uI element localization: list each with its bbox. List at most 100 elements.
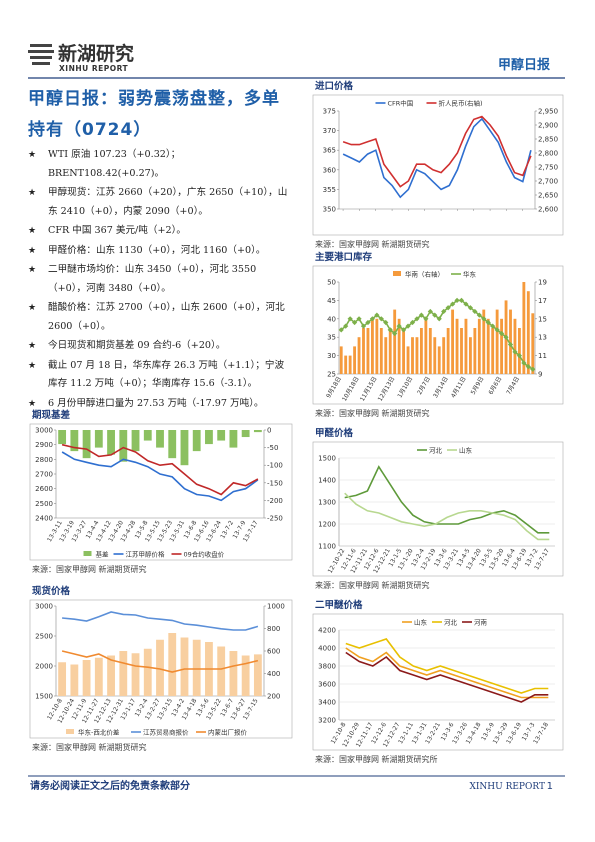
y-tick-label: 3200 xyxy=(318,717,336,725)
legend-swatch xyxy=(83,551,92,556)
point-marker xyxy=(436,316,442,322)
line-series xyxy=(61,443,259,496)
chart-frame xyxy=(312,613,564,751)
logo-cn: 新湖研究 xyxy=(58,42,134,65)
bar xyxy=(107,430,115,455)
bar xyxy=(455,318,459,374)
bar xyxy=(362,328,365,374)
bar xyxy=(517,328,521,374)
bar xyxy=(58,662,67,696)
line-series xyxy=(61,650,259,673)
bar xyxy=(253,430,262,433)
bar xyxy=(156,639,164,696)
point-marker xyxy=(423,316,429,322)
bar xyxy=(107,655,115,696)
page-number: 1 xyxy=(547,781,553,792)
bar xyxy=(131,430,140,452)
legend-label: 河北 xyxy=(429,447,443,455)
bar xyxy=(482,309,486,374)
y2-tick-label: 2,650 xyxy=(538,192,558,200)
point-marker xyxy=(387,327,393,333)
point-marker xyxy=(445,305,451,311)
y2-tick-label: -150 xyxy=(267,479,283,487)
y2-tick-label: 11 xyxy=(538,352,547,360)
line-series xyxy=(344,465,550,534)
y-tick-label: 1500 xyxy=(35,693,53,701)
bar xyxy=(168,633,177,696)
chart-frame xyxy=(312,265,564,405)
y-tick-label: 3600 xyxy=(318,681,336,689)
chart-source: 来源：国家甲醇网 新湖期货研究 xyxy=(315,239,430,249)
bullet: 甲醛价格：山东 1130（+0），河北 1160（+0）。 xyxy=(28,242,292,261)
legend-swatch xyxy=(66,729,74,734)
bar xyxy=(397,318,401,374)
y2-tick-label: 2,600 xyxy=(538,206,558,214)
point-marker xyxy=(467,305,474,311)
bar xyxy=(495,309,499,374)
bar xyxy=(229,430,238,448)
bullet: 6 月份甲醇进口量为 27.53 万吨（-17.97 万吨）。 xyxy=(28,395,292,414)
point-marker xyxy=(369,316,376,322)
logo-stripe xyxy=(28,50,54,53)
bar xyxy=(192,430,201,452)
point-marker xyxy=(485,319,491,326)
bar xyxy=(348,355,352,374)
point-marker xyxy=(525,364,531,370)
bar xyxy=(253,654,262,696)
bullet: 二甲醚市场均价：山东 3450（+0），河北 3550（+0），河南 3480（… xyxy=(28,261,292,298)
point-marker xyxy=(365,319,371,326)
point-marker xyxy=(414,316,420,322)
y2-tick-label: 0 xyxy=(267,427,271,435)
point-marker xyxy=(351,319,358,326)
point-marker xyxy=(396,323,402,329)
y2-tick-label: 13 xyxy=(538,334,547,342)
bar xyxy=(366,328,370,374)
bar xyxy=(388,328,392,374)
bar xyxy=(119,430,128,462)
bar xyxy=(192,639,201,696)
y2-tick-label: 600 xyxy=(267,648,280,656)
y-tick-label: 1200 xyxy=(318,521,336,529)
bar xyxy=(241,655,250,696)
bullet: CFR 中国 367 美元/吨（+2）。 xyxy=(28,222,292,241)
y2-tick-label: 2,800 xyxy=(538,150,558,158)
point-marker xyxy=(463,301,469,307)
bar xyxy=(442,337,446,374)
point-marker xyxy=(418,312,425,318)
legend-label: 山东 xyxy=(414,618,428,627)
point-marker xyxy=(356,316,362,322)
chart-source: 来源：国家甲醇网 新湖期货研究 xyxy=(315,408,430,418)
chart-frame xyxy=(312,94,564,236)
point-marker xyxy=(490,323,496,329)
y2-tick-label: -250 xyxy=(267,515,283,523)
bar xyxy=(424,318,428,374)
y2-tick-label: 2,900 xyxy=(538,122,558,130)
legend-label: 华南（右轴） xyxy=(405,270,444,279)
point-marker xyxy=(458,297,465,303)
bar xyxy=(339,346,343,374)
y2-tick-label: 1000 xyxy=(267,603,285,611)
line-series xyxy=(344,492,550,541)
chart-frame xyxy=(312,441,564,577)
bar xyxy=(119,651,128,696)
point-marker xyxy=(481,316,487,322)
report-name: 甲醇日报 xyxy=(498,57,551,73)
bar xyxy=(491,328,495,374)
bar xyxy=(433,337,437,374)
bar xyxy=(156,430,164,448)
bar xyxy=(131,653,140,696)
y2-tick-label: -100 xyxy=(267,462,283,470)
point-marker xyxy=(405,323,411,329)
bar xyxy=(477,318,481,374)
y-tick-label: 1400 xyxy=(318,477,336,485)
bar xyxy=(94,430,103,448)
point-marker xyxy=(494,327,500,333)
point-marker xyxy=(512,349,518,355)
y-tick-label: 2500 xyxy=(35,633,53,641)
point-marker xyxy=(441,308,447,315)
bar xyxy=(379,328,383,374)
bullet: 今日现货和期货基差 09 合约-6（+20）。 xyxy=(28,337,292,356)
